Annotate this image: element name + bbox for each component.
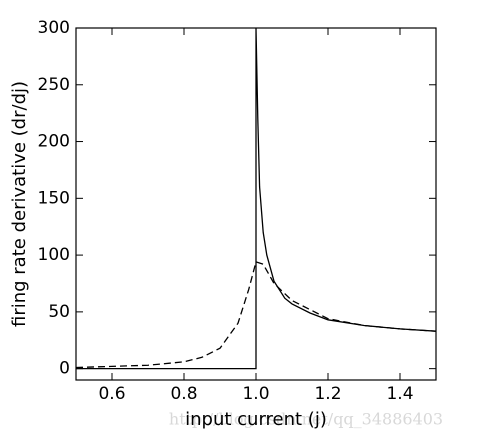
x-axis-label: input current (j) xyxy=(185,409,327,430)
y-axis-label: firing rate derivative (dr/dj) xyxy=(9,81,30,327)
x-tick-label: 0.8 xyxy=(170,384,197,404)
series-line xyxy=(76,261,436,369)
watermark: http://blog.csdn.net/qq_34886403 xyxy=(169,410,443,429)
y-tick-label: 0 xyxy=(59,359,70,379)
y-tick-label: 50 xyxy=(48,302,70,322)
y-tick-label: 300 xyxy=(38,18,70,38)
x-tick-label: 1.4 xyxy=(386,384,413,404)
y-tick-label: 100 xyxy=(38,245,70,265)
y-tick-label: 150 xyxy=(38,188,70,208)
plot-area xyxy=(76,28,436,370)
y-tick-label: 250 xyxy=(38,75,70,95)
x-tick-label: 0.6 xyxy=(98,384,125,404)
x-tick-label: 1.0 xyxy=(242,384,269,404)
y-tick-label: 200 xyxy=(38,132,70,152)
x-tick-label: 1.2 xyxy=(314,384,341,404)
